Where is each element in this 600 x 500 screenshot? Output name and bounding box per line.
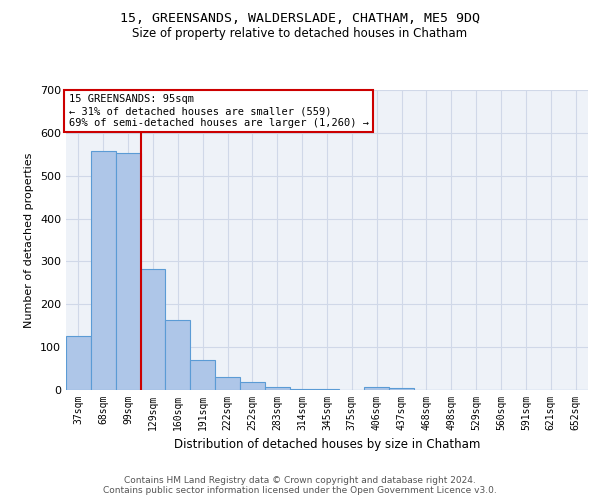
Bar — [389, 388, 414, 390]
Y-axis label: Number of detached properties: Number of detached properties — [25, 152, 34, 328]
Bar — [215, 377, 240, 390]
Text: Size of property relative to detached houses in Chatham: Size of property relative to detached ho… — [133, 28, 467, 40]
Bar — [265, 386, 290, 390]
X-axis label: Distribution of detached houses by size in Chatham: Distribution of detached houses by size … — [174, 438, 480, 452]
Bar — [290, 388, 314, 390]
Text: 15 GREENSANDS: 95sqm
← 31% of detached houses are smaller (559)
69% of semi-deta: 15 GREENSANDS: 95sqm ← 31% of detached h… — [68, 94, 368, 128]
Text: 15, GREENSANDS, WALDERSLADE, CHATHAM, ME5 9DQ: 15, GREENSANDS, WALDERSLADE, CHATHAM, ME… — [120, 12, 480, 26]
Bar — [190, 360, 215, 390]
Bar — [66, 336, 91, 390]
Bar — [116, 153, 140, 390]
Text: Contains HM Land Registry data © Crown copyright and database right 2024.
Contai: Contains HM Land Registry data © Crown c… — [103, 476, 497, 495]
Bar — [166, 320, 190, 390]
Bar — [240, 382, 265, 390]
Bar — [91, 151, 116, 390]
Bar — [364, 386, 389, 390]
Bar — [314, 389, 340, 390]
Bar — [140, 268, 166, 390]
